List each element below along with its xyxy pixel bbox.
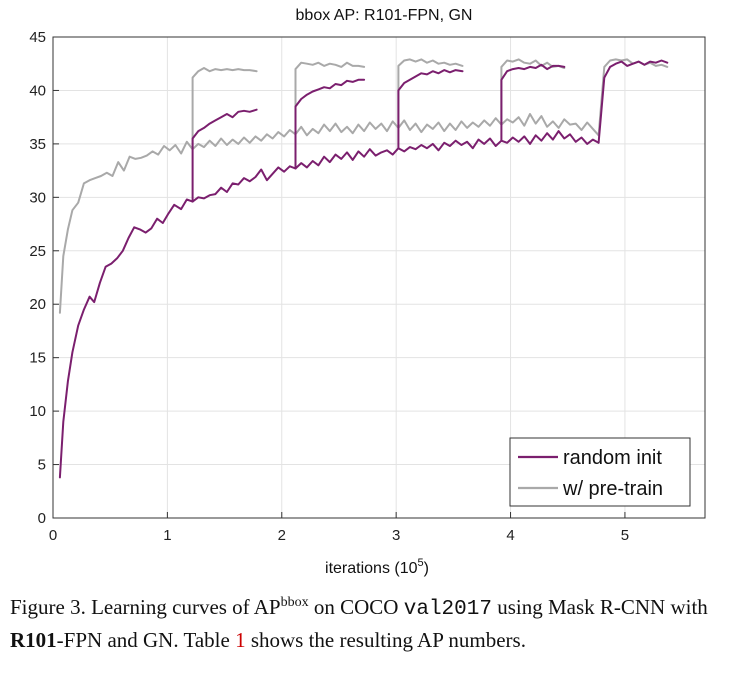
x-tick-label: 0 xyxy=(49,527,57,544)
caption-text-3: using Mask R-CNN with xyxy=(497,595,708,619)
y-tick-label: 5 xyxy=(38,457,46,474)
x-tick-label: 1 xyxy=(163,527,171,544)
caption-text-2: on COCO xyxy=(313,595,399,619)
caption-bold: R101 xyxy=(10,628,57,652)
series-branch-w-pre-train-1 xyxy=(191,67,258,151)
series-line-random-init xyxy=(58,130,600,479)
x-axis-label-exponent: 5 xyxy=(418,557,424,569)
series-branch-w-pre-train-3 xyxy=(397,58,464,129)
y-tick-label: 35 xyxy=(29,136,46,153)
caption-figure-label: Figure 3. xyxy=(10,595,86,619)
x-tick-label: 5 xyxy=(621,527,629,544)
series-branch-random-init-1 xyxy=(191,108,258,203)
y-tick-label: 15 xyxy=(29,350,46,367)
legend: random init w/ pre-train xyxy=(509,437,691,507)
series-branch-random-init-3 xyxy=(397,69,464,150)
caption-text-1: Learning curves of AP xyxy=(91,595,281,619)
caption-text-5: shows the resulting AP numbers. xyxy=(250,628,526,652)
series-line-w-pre-train xyxy=(58,113,600,314)
y-tick-label: 25 xyxy=(29,243,46,260)
plot-area-frame xyxy=(52,36,706,519)
x-axis-label: iterations (105) xyxy=(325,557,429,577)
y-tick-label: 10 xyxy=(29,403,46,420)
legend-label-random-init: random init xyxy=(563,447,662,469)
y-tick-label: 0 xyxy=(38,510,46,527)
legend-label-pre-train: w/ pre-train xyxy=(562,478,663,500)
series-branch-random-init-2 xyxy=(294,78,366,170)
learning-curve-chart: bbox AP: R101-FPN, GN 051015202530354045… xyxy=(29,7,706,577)
x-tick-label: 2 xyxy=(278,527,286,544)
chart-title: bbox AP: R101-FPN, GN xyxy=(296,7,473,24)
caption-table-ref[interactable]: 1 xyxy=(235,628,246,652)
x-axis-label-close: ) xyxy=(424,560,429,577)
x-axis-label-text: iterations (10 xyxy=(325,560,418,577)
figure-caption: Figure 3. Learning curves of APbbox on C… xyxy=(10,592,722,655)
y-tick-label: 30 xyxy=(29,189,46,206)
y-tick-label: 20 xyxy=(29,296,46,313)
x-tick-label: 4 xyxy=(506,527,514,544)
series-branch-w-pre-train-2 xyxy=(294,61,366,136)
series-branch-random-init-4 xyxy=(500,63,566,142)
legend-box xyxy=(509,437,691,507)
series-branch-random-init-5 xyxy=(597,59,669,144)
caption-text-4: -FPN and GN. Table xyxy=(56,628,230,652)
x-tick-label: 3 xyxy=(392,527,400,544)
y-tick-label: 45 xyxy=(29,29,46,46)
caption-dataset: val2017 xyxy=(403,598,492,621)
series-layer xyxy=(58,58,669,479)
y-tick-label: 40 xyxy=(29,82,46,99)
caption-sup: bbox xyxy=(280,595,309,610)
